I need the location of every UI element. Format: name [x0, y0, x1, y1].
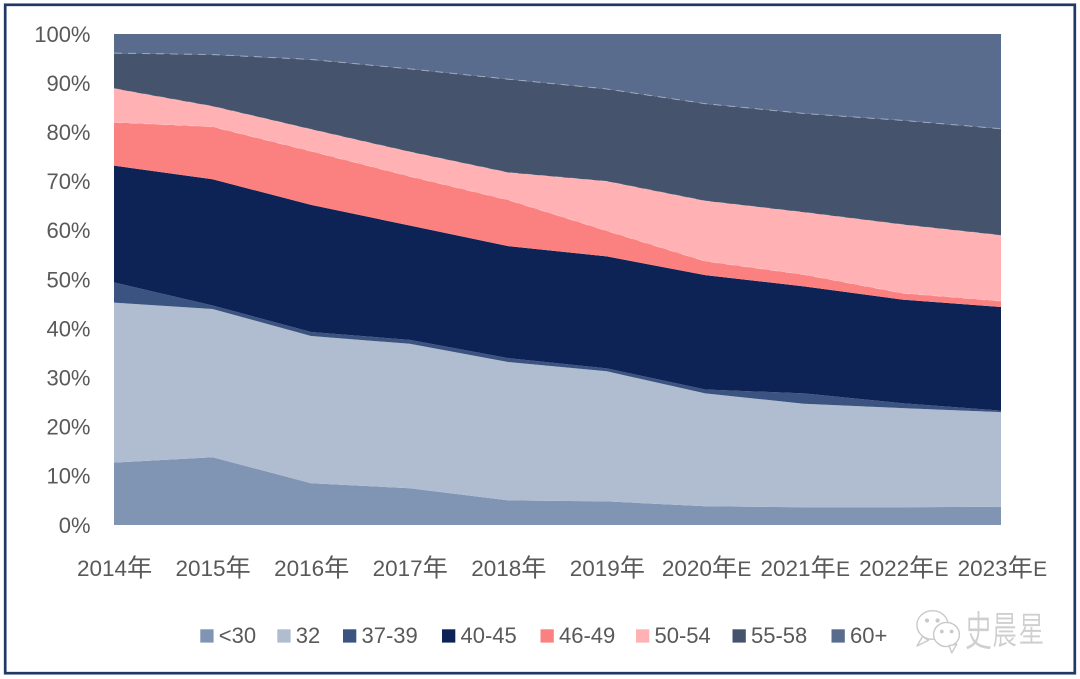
svg-text:0%: 0%	[59, 513, 91, 538]
svg-text:30%: 30%	[46, 366, 90, 391]
svg-text:E: E	[836, 558, 850, 581]
svg-text:100%: 100%	[34, 22, 90, 47]
svg-text:E: E	[1033, 558, 1047, 581]
svg-text:60+: 60+	[850, 623, 887, 648]
svg-text:2016: 2016	[274, 556, 324, 581]
svg-text:E: E	[737, 558, 751, 581]
svg-text:2017: 2017	[373, 556, 423, 581]
svg-text:50-54: 50-54	[655, 623, 711, 648]
svg-text:2018: 2018	[471, 556, 521, 581]
svg-text:55-58: 55-58	[751, 623, 807, 648]
svg-text:2021: 2021	[761, 556, 811, 581]
svg-text:70%: 70%	[46, 169, 90, 194]
svg-text:2019: 2019	[570, 556, 620, 581]
svg-text:40%: 40%	[46, 316, 90, 341]
svg-text:10%: 10%	[46, 464, 90, 489]
svg-text:2022: 2022	[859, 556, 909, 581]
svg-text:37-39: 37-39	[362, 623, 418, 648]
svg-text:E: E	[935, 558, 949, 581]
svg-text:40-45: 40-45	[461, 623, 517, 648]
svg-text:32: 32	[296, 623, 320, 648]
svg-text:2014: 2014	[77, 556, 127, 581]
svg-text:50%: 50%	[46, 267, 90, 292]
svg-text:46-49: 46-49	[559, 623, 615, 648]
svg-text:80%: 80%	[46, 120, 90, 145]
svg-text:2023: 2023	[958, 556, 1008, 581]
svg-text:<30: <30	[219, 623, 256, 648]
svg-text:60%: 60%	[46, 218, 90, 243]
svg-text:2020: 2020	[662, 556, 712, 581]
svg-text:20%: 20%	[46, 415, 90, 440]
svg-text:90%: 90%	[46, 71, 90, 96]
svg-text:2015: 2015	[176, 556, 226, 581]
